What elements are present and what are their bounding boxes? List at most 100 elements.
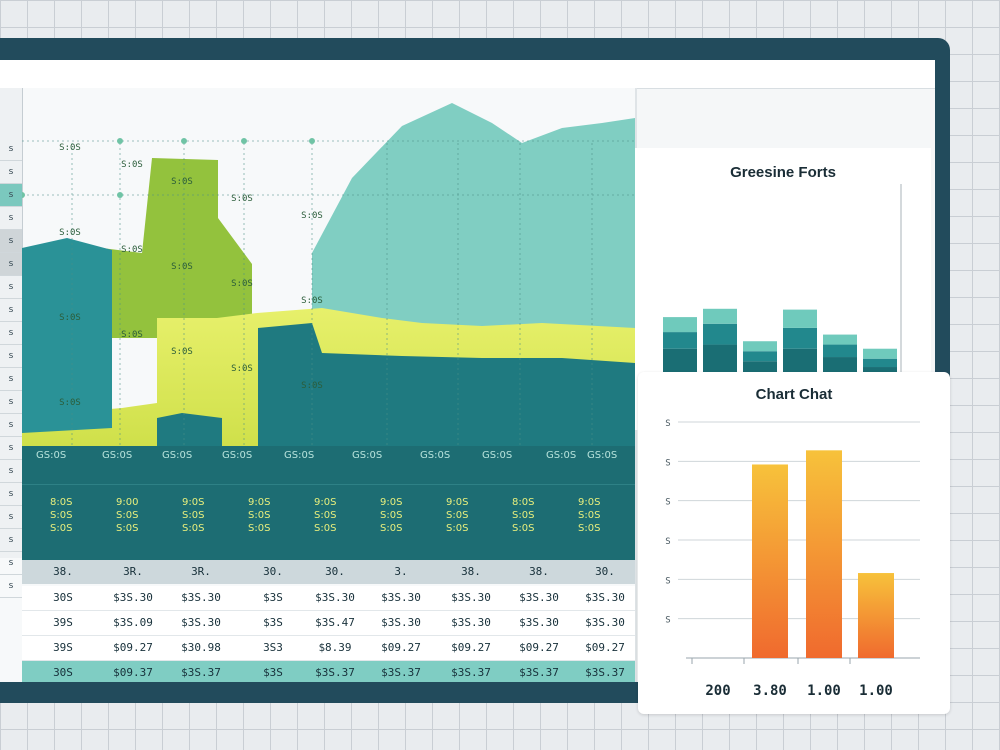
table-cell[interactable]: $3S.30 [181, 591, 221, 604]
table-cell[interactable]: 30. [263, 565, 283, 578]
table-cell[interactable]: $3S.30 [585, 616, 625, 629]
table-cell[interactable]: $09.27 [451, 641, 491, 654]
area-data-label: S:0S [171, 177, 193, 187]
table-cell[interactable]: 3R. [123, 565, 143, 578]
row-header-cell[interactable]: s [0, 460, 22, 483]
table-cell[interactable]: 39S [53, 616, 73, 629]
band-value: S:0S [512, 523, 535, 534]
table-cell[interactable]: 30. [595, 565, 615, 578]
table-cell[interactable]: $3S [263, 591, 283, 604]
table-cell[interactable]: $3S.30 [381, 616, 421, 629]
stacked-bar-segment[interactable] [663, 332, 697, 349]
area-chart: S:0S S:0S S:0S S:0S S:0S S:0S S:0S S:0S S:0S S:0S… [22, 103, 635, 448]
table-cell[interactable]: $09.27 [519, 641, 559, 654]
table-cell[interactable]: $3S [263, 616, 283, 629]
area-data-label: S:0S [231, 279, 253, 289]
table-header-row[interactable]: 38. 3R. 3R. 30. 30. 3. 38. 38. 30. [22, 560, 635, 584]
table-row[interactable]: 39S $3S.09 $3S.30 $3S $3S.47 $3S.30 $3S.30 $3S.… [22, 611, 635, 636]
table-cell[interactable]: $8.39 [318, 641, 352, 654]
row-header-cell[interactable]: s [0, 345, 22, 368]
table-cell[interactable]: 38. [53, 565, 73, 578]
row-header-cell[interactable]: s [0, 230, 22, 253]
orange-bar[interactable] [752, 464, 788, 658]
chart-panel-orange[interactable]: Chart Chat S S S S S S 200 3.80 1.00 1.00 [638, 372, 950, 714]
stacked-bar-segment[interactable] [663, 317, 697, 333]
row-header-cell[interactable]: s [0, 207, 22, 230]
table-cell[interactable]: $3S.30 [451, 616, 491, 629]
area-data-label: S:0S [171, 262, 193, 272]
row-header-cell[interactable]: s [0, 506, 22, 529]
summary-band: GS:0S GS:0S GS:0S GS:0S GS:0S GS:0S GS:0S GS:0S… [22, 446, 635, 560]
table-cell[interactable]: $3S.37 [451, 666, 491, 679]
table-row[interactable]: 30S $09.37 $3S.37 $3S $3S.37 $3S.37 $3S.37 $3S.… [22, 661, 635, 682]
table-cell[interactable]: $09.27 [381, 641, 421, 654]
table-cell[interactable]: $3S.09 [113, 616, 153, 629]
row-header-cell[interactable]: s [0, 552, 22, 575]
stacked-bar-segment[interactable] [783, 309, 817, 328]
row-header-cell[interactable]: s [0, 253, 22, 276]
table-cell[interactable]: $3S.30 [451, 591, 491, 604]
row-header-cell[interactable]: s [0, 138, 22, 161]
chart-title-2: Chart Chat [755, 386, 833, 403]
table-cell[interactable]: $3S.37 [381, 666, 421, 679]
stacked-bar-segment[interactable] [823, 344, 857, 358]
row-header-cell[interactable]: s [0, 322, 22, 345]
table-cell[interactable]: $3S.30 [113, 591, 153, 604]
table-row[interactable]: 39S $09.27 $30.98 3S3 $8.39 $09.27 $09.27 $09.2… [22, 636, 635, 661]
table-cell[interactable]: $3S.47 [315, 616, 355, 629]
table-cell[interactable]: 3S3 [263, 641, 283, 654]
row-header-cell[interactable]: s [0, 299, 22, 322]
stacked-bar-segment[interactable] [863, 348, 897, 359]
row-header-cell[interactable]: s [0, 184, 22, 207]
table-cell[interactable]: $3S.30 [181, 616, 221, 629]
table-row[interactable]: 30S $3S.30 $3S.30 $3S $3S.30 $3S.30 $3S.30 $3S.… [22, 586, 635, 611]
band-value: 8:0S [512, 497, 535, 508]
table-cell[interactable]: $3S.37 [519, 666, 559, 679]
table-cell[interactable]: 30S [53, 591, 73, 604]
table-cell[interactable]: $3S.30 [381, 591, 421, 604]
row-header-cell[interactable]: s [0, 368, 22, 391]
stacked-bar-segment[interactable] [743, 351, 777, 362]
stacked-bar-segment[interactable] [823, 334, 857, 345]
table-cell[interactable]: $3S.37 [181, 666, 221, 679]
table-cell[interactable]: $09.27 [113, 641, 153, 654]
orange-bar[interactable] [858, 573, 894, 658]
band-value: S:0S [578, 510, 601, 521]
row-header-cell[interactable]: s [0, 414, 22, 437]
row-header-cell[interactable]: s [0, 161, 22, 184]
table-cell[interactable]: $09.27 [585, 641, 625, 654]
area-data-label: S:0S [59, 313, 81, 323]
table-cell[interactable]: $3S [263, 666, 283, 679]
table-cell[interactable]: 38. [529, 565, 549, 578]
row-header-cell[interactable]: s [0, 529, 22, 552]
table-cell[interactable]: 3R. [191, 565, 211, 578]
row-header-cell[interactable]: s [0, 391, 22, 414]
table-cell[interactable]: $3S.30 [519, 616, 559, 629]
table-cell[interactable]: $3S.30 [519, 591, 559, 604]
stacked-bar-segment[interactable] [743, 341, 777, 352]
table-cell[interactable]: $3S.37 [585, 666, 625, 679]
stacked-bar-segment[interactable] [863, 358, 897, 368]
table-cell[interactable]: 3. [394, 565, 408, 578]
table-cell[interactable]: 38. [461, 565, 481, 578]
table-cell[interactable]: $30.98 [181, 641, 221, 654]
table-cell[interactable]: 39S [53, 641, 73, 654]
band-value: S:0S [314, 523, 337, 534]
table-cell[interactable]: $3S.37 [315, 666, 355, 679]
stacked-bar-segment[interactable] [703, 323, 737, 345]
table-cell[interactable]: $3S.30 [315, 591, 355, 604]
orange-bar[interactable] [806, 450, 842, 658]
stacked-bar-segment[interactable] [703, 308, 737, 324]
table-cell[interactable]: $3S.30 [585, 591, 625, 604]
table-cell[interactable]: 30. [325, 565, 345, 578]
row-header-cell[interactable]: s [0, 437, 22, 460]
row-header-cell[interactable]: s [0, 575, 22, 598]
table-cell[interactable]: $09.37 [113, 666, 153, 679]
row-header-cell[interactable]: s [0, 276, 22, 299]
area-data-label: S:0S [171, 347, 193, 357]
row-header-cell[interactable]: s [0, 483, 22, 506]
table-cell[interactable]: 30S [53, 666, 73, 679]
stacked-bar-segment[interactable] [783, 327, 817, 349]
y-tick-label: S [665, 616, 670, 626]
